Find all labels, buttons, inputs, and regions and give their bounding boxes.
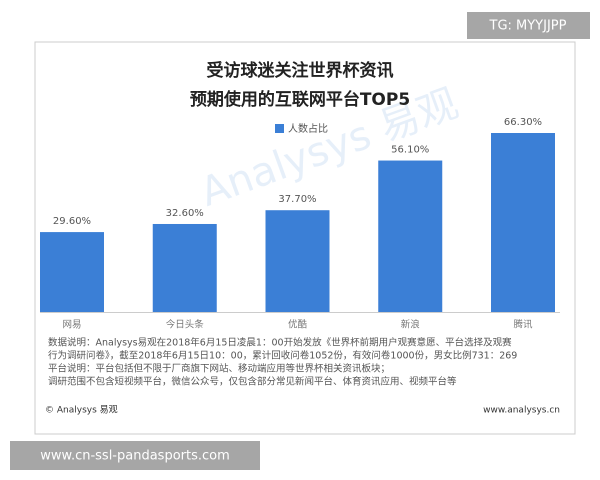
- x-tick-label: 网易: [62, 320, 81, 331]
- value-label: 56.10%: [391, 145, 429, 156]
- overlay-text: TG: MYYJJPP: [489, 19, 567, 34]
- x-tick-label: 优酷: [288, 319, 308, 331]
- overlay-box: [467, 12, 590, 39]
- footer-left: © Analysys 易观: [45, 405, 118, 416]
- chart-title: 受访球迷关注世界杯资讯: [207, 60, 394, 81]
- note: 调研范围不包含短视频平台，微信公众号，仅包含部分常见新闻平台、体育资讯应用、视频…: [48, 376, 457, 388]
- value-label: 32.60%: [166, 208, 204, 219]
- x-tick-label: 今日头条: [166, 319, 205, 331]
- x-tick-label: 新浪: [401, 319, 421, 331]
- value-label: 29.60%: [53, 216, 91, 227]
- bar: [265, 210, 330, 312]
- overlay-box: [10, 441, 260, 470]
- note: 平台说明：平台包括但不限于厂商旗下网站、移动端应用等世界杯相关资讯板块；: [48, 363, 390, 375]
- footer-right: www.analysys.cn: [483, 406, 560, 416]
- x-tick-label: 腾讯: [513, 319, 533, 331]
- overlay-text: www.cn-ssl-pandasports.com: [40, 449, 230, 464]
- bar: [152, 223, 217, 312]
- bar: [40, 232, 104, 312]
- note: 行为调研问卷》，截至2018年6月15日10：00，累计回收问卷1052份，有效…: [48, 350, 517, 362]
- bar: [491, 133, 555, 312]
- value-label: 66.30%: [504, 117, 542, 128]
- chart-title: 预期使用的互联网平台TOP5: [190, 89, 410, 110]
- legend-label: 人数占比: [288, 122, 328, 135]
- bar: [378, 160, 443, 312]
- note: 数据说明：Analysys易观在2018年6月15日凌晨1：00开始发放《世界杯…: [48, 337, 512, 349]
- legend-swatch: [275, 124, 284, 133]
- value-label: 37.70%: [278, 194, 316, 205]
